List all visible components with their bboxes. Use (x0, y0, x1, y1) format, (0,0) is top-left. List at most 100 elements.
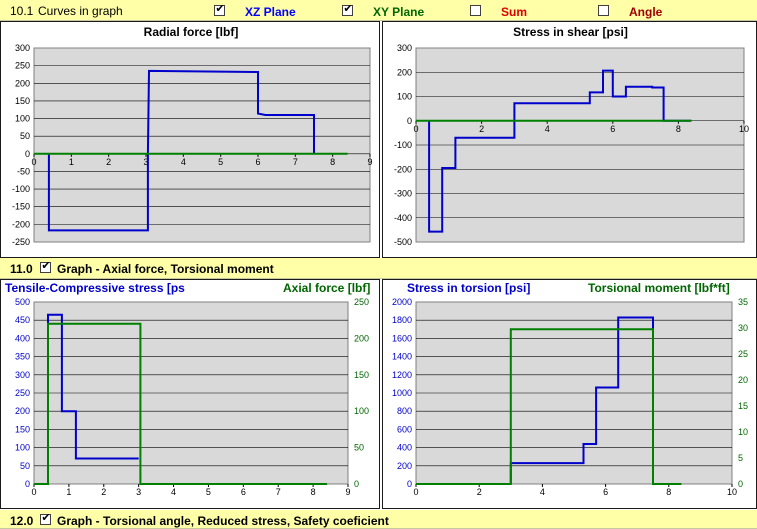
y-tick-label: 200 (15, 406, 30, 416)
tensile-compressive-plot: 0501001502002503003504004505000501001502… (15, 297, 369, 497)
y-tick-label: -150 (12, 202, 30, 212)
x-tick-label: 2 (106, 157, 111, 167)
radial-force-chart: Radial force [lbf] -250 -200 -150 -100 -50 0 5… (0, 21, 380, 258)
check-icon: ✔ (41, 512, 51, 524)
y-tick-label: 400 (15, 333, 30, 343)
y-tick-label: -200 (12, 219, 30, 229)
y-tick-label: 500 (15, 297, 30, 307)
y-tick-label: -50 (17, 166, 30, 176)
chart-title-left: Stress in torsion [psi] (407, 281, 531, 295)
y-tick-label: 450 (15, 315, 30, 325)
x-tick-label: 4 (171, 487, 176, 497)
axial-torsional-graph-checkbox[interactable]: ✔ (40, 260, 51, 273)
x-tick-label: 10 (727, 487, 737, 497)
y-tick-label: 50 (20, 461, 30, 471)
y-tick-label: -300 (394, 189, 412, 199)
angle-checkbox[interactable] (598, 5, 609, 16)
x-tick-label: 10 (739, 124, 749, 134)
section-number: 10.1 (10, 4, 34, 18)
x-tick-label: 8 (311, 487, 316, 497)
x-tick-label: 6 (610, 124, 615, 134)
x-tick-label: 1 (66, 487, 71, 497)
x-tick-label: 6 (603, 487, 608, 497)
x-tick-label: 0 (31, 487, 36, 497)
x-tick-label: 5 (206, 487, 211, 497)
y-tick-label: -100 (394, 140, 412, 150)
check-icon: ✔ (343, 3, 353, 15)
y-tick-label: 2000 (392, 297, 412, 307)
chart-title-left: Tensile-Compressive stress [ps (5, 281, 185, 295)
y-tick-label: 100 (15, 443, 30, 453)
x-tick-label: 6 (255, 157, 260, 167)
y-tick-label: 250 (15, 61, 30, 71)
series-line-blue (428, 69, 692, 233)
y-tick-label: 1600 (392, 333, 412, 343)
x-tick-label: 0 (413, 487, 418, 497)
y2-tick-label: 250 (354, 297, 369, 307)
x-tick-label: 4 (545, 124, 550, 134)
y2-tick-label: 20 (738, 375, 748, 385)
y-tick-label: 800 (397, 406, 412, 416)
section-label: Graph - Axial force, Torsional moment (57, 262, 274, 276)
xz-plane-checkbox[interactable]: ✔ (214, 3, 225, 16)
y2-tick-label: 15 (738, 401, 748, 411)
y-tick-label: -200 (394, 164, 412, 174)
x-tick-label: 7 (276, 487, 281, 497)
y2-tick-label: 100 (354, 406, 369, 416)
y-tick-label: 1400 (392, 352, 412, 362)
sum-checkbox[interactable] (470, 5, 481, 16)
x-tick-label: 5 (218, 157, 223, 167)
series-line-green (416, 328, 682, 485)
y2-tick-label: 35 (738, 297, 748, 307)
y-tick-label: 1200 (392, 370, 412, 380)
x-tick-label: 2 (101, 487, 106, 497)
sum-label: Sum (501, 5, 528, 19)
series-line-green (34, 322, 328, 485)
check-icon: ✔ (215, 3, 225, 15)
y-tick-label: 300 (15, 43, 30, 53)
chart-title-right: Axial force [lbf] (283, 281, 371, 295)
y-tick-label: 600 (397, 424, 412, 434)
y-tick-label: 0 (407, 479, 412, 489)
stress-in-shear-chart: Stress in shear [psi] -500 -400 -300 -200 -1… (382, 21, 757, 258)
section-11-bar: 11.0 ✔ Graph - Axial force, Torsional mo… (0, 258, 757, 279)
y-tick-label: 200 (397, 67, 412, 77)
x-tick-label: 0 (413, 124, 418, 134)
xy-plane-checkbox[interactable]: ✔ (342, 3, 353, 16)
x-tick-label: 3 (143, 157, 148, 167)
section-number: 12.0 (10, 514, 34, 528)
y-tick-label: 200 (15, 78, 30, 88)
stress-in-torsion-plot: 0200400600800100012001400160018002000051… (392, 297, 748, 497)
section-label: Curves in graph (38, 4, 123, 18)
x-tick-label: 0 (31, 157, 36, 167)
y2-tick-label: 0 (738, 479, 743, 489)
y-tick-label: 100 (15, 114, 30, 124)
y-tick-label: 400 (397, 443, 412, 453)
y-tick-label: 300 (15, 370, 30, 380)
torsional-angle-graph-checkbox[interactable]: ✔ (40, 512, 51, 525)
y-tick-label: 300 (397, 43, 412, 53)
x-tick-label: 2 (477, 487, 482, 497)
y2-tick-label: 0 (354, 479, 359, 489)
x-tick-label: 8 (330, 157, 335, 167)
y2-tick-label: 25 (738, 349, 748, 359)
plot-area (33, 47, 371, 243)
series-line-blue (509, 316, 654, 484)
x-tick-label: 4 (540, 487, 545, 497)
y-tick-label: 1800 (392, 315, 412, 325)
y-tick-label: 50 (20, 131, 30, 141)
y2-tick-label: 150 (354, 370, 369, 380)
y-tick-label: 100 (397, 92, 412, 102)
x-tick-label: 9 (367, 157, 372, 167)
x-tick-label: 9 (345, 487, 350, 497)
x-tick-label: 8 (666, 487, 671, 497)
series-line-blue (47, 69, 315, 232)
x-tick-label: 4 (181, 157, 186, 167)
x-tick-label: 1 (69, 157, 74, 167)
y-tick-label: -400 (394, 213, 412, 223)
x-tick-label: 2 (479, 124, 484, 134)
x-tick-label: 7 (293, 157, 298, 167)
tensile-compressive-chart: Tensile-Compressive stress [ps Axial for… (0, 279, 380, 509)
